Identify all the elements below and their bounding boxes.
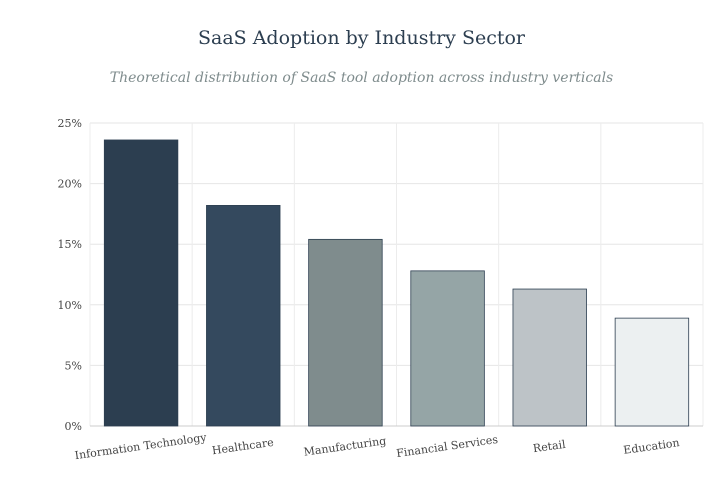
y-tick-label: 5% bbox=[65, 359, 82, 372]
y-tick-label: 20% bbox=[58, 178, 82, 191]
y-tick-label: 25% bbox=[58, 117, 82, 130]
x-tick-label: Manufacturing bbox=[303, 434, 387, 458]
bar-manufacturing bbox=[308, 238, 383, 427]
y-tick-label: 0% bbox=[65, 420, 82, 433]
y-tick-label: 15% bbox=[58, 238, 82, 251]
chart-title: SaaS Adoption by Industry Sector bbox=[197, 27, 526, 49]
x-tick-label: Retail bbox=[532, 438, 567, 456]
x-tick-label: Education bbox=[623, 436, 681, 457]
bar-information-technology bbox=[103, 139, 179, 427]
bar-retail bbox=[512, 288, 587, 427]
x-tick-label: Healthcare bbox=[211, 436, 274, 458]
bar-education bbox=[614, 317, 690, 427]
chart-subtitle: Theoretical distribution of SaaS tool ad… bbox=[109, 70, 614, 86]
x-tick-label: Information Technology bbox=[74, 431, 208, 462]
x-tick-label: Financial Services bbox=[395, 433, 499, 460]
y-tick-label: 10% bbox=[58, 299, 82, 312]
bar-healthcare bbox=[206, 205, 281, 427]
bar-financial-services bbox=[410, 270, 485, 427]
